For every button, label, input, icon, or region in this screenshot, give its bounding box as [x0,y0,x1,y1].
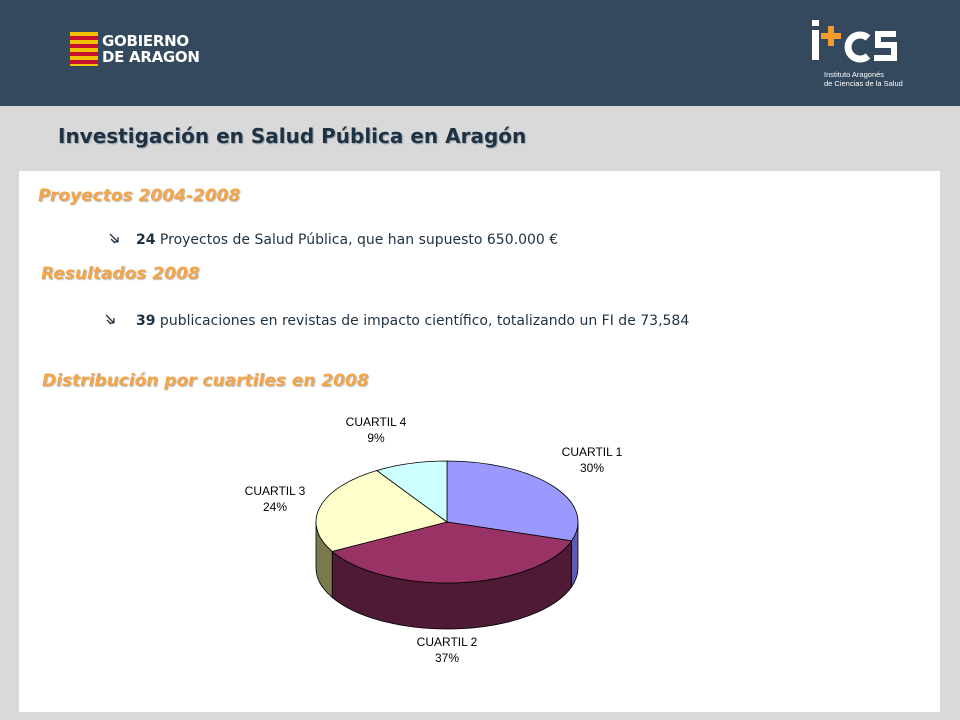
bullet-resultados: 39 publicaciones en revistas de impacto … [104,313,689,329]
pie-tops [315,460,579,584]
ics-mark-icon [812,20,897,63]
aragon-flag-icon [70,32,98,66]
ics-line1: Instituto Aragonés [824,70,885,79]
pie-label-pct-2: 37% [435,651,459,665]
pie-label-pct-3: 24% [263,500,287,514]
slide-title: Investigación en Salud Pública en Aragón [58,124,527,148]
ics-line2: de Ciencias de la Salud [824,79,903,88]
pie-label-name-2: CUARTIL 2 [417,635,478,649]
pie-slice-1 [446,460,579,542]
bullet-proyectos-count: 24 [136,232,156,248]
pie-label-name-1: CUARTIL 1 [562,445,623,459]
section-heading-proyectos: Proyectos 2004-2008 [38,186,241,206]
pie-labels: CUARTIL 1 30% CUARTIL 2 37% CUARTIL 3 24% CUAR… [245,415,623,665]
ics-logo: Instituto Aragonés de Ciencias de la Sal… [806,18,926,98]
pie-slice-2 [331,521,573,584]
section-heading-cuartiles: Distribución por cuartiles en 2008 [42,371,369,391]
arrow-bullet-icon [109,233,119,244]
header-bar: GOBIERNO DE ARAGON Instituto Aragonés de… [0,0,960,106]
section-heading-resultados: Resultados 2008 [41,264,200,284]
gobierno-aragon-wordmark: GOBIERNO DE ARAGON [102,33,200,65]
gobierno-aragon-logo: GOBIERNO DE ARAGON [70,32,210,68]
gov-logo-line1: GOBIERNO [102,32,189,50]
pie-label-pct-4: 9% [367,431,385,445]
bullet-proyectos-text: Proyectos de Salud Pública, que han supu… [155,232,559,248]
gov-logo-line2: DE ARAGON [102,48,200,66]
ics-institute-name: Instituto Aragonés de Ciencias de la Sal… [824,70,903,88]
bullet-resultados-count: 39 [136,313,156,329]
pie-label-name-3: CUARTIL 3 [245,484,306,498]
arrow-bullet-icon [105,314,115,325]
pie-label-pct-1: 30% [580,461,604,475]
pie-slice-3 [315,470,448,552]
bullet-resultados-text: publicaciones en revistas de impacto cie… [155,313,690,329]
bullet-proyectos: 24 Proyectos de Salud Pública, que han s… [108,232,558,248]
pie-slice-4 [375,460,448,523]
pie-label-name-4: CUARTIL 4 [346,415,407,429]
quartile-pie-chart: CUARTIL 1 30% CUARTIL 2 37% CUARTIL 3 24% CUAR… [245,415,623,665]
